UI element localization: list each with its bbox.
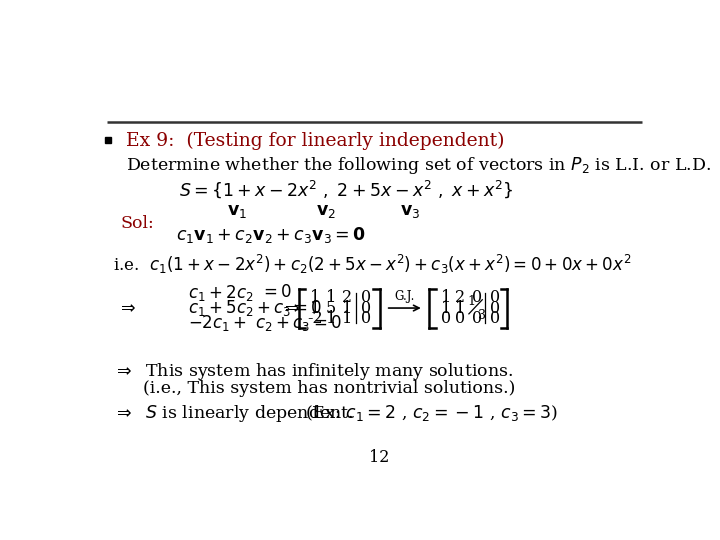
Text: 1: 1: [467, 295, 475, 308]
Text: $-2c_1+\ c_2+c_3=0$: $-2c_1+\ c_2+c_3=0$: [188, 313, 341, 333]
Text: 1: 1: [310, 300, 320, 316]
Text: $\Rightarrow$  This system has infinitely many solutions.: $\Rightarrow$ This system has infinitely…: [114, 361, 513, 382]
Text: 0: 0: [361, 289, 371, 306]
Text: $\Rightarrow$: $\Rightarrow$: [117, 300, 136, 316]
Text: $c_1+5c_2+c_3=0$: $c_1+5c_2+c_3=0$: [188, 298, 322, 318]
Text: $c_1+2c_2$: $c_1+2c_2$: [188, 282, 253, 302]
Text: 12: 12: [369, 449, 390, 466]
Text: -2: -2: [307, 310, 323, 327]
Text: $\mathbf{v}_3$: $\mathbf{v}_3$: [400, 202, 420, 220]
Text: 1: 1: [455, 300, 465, 316]
Text: 5: 5: [326, 300, 336, 316]
Text: (Ex: $c_1{=}2$ , $c_2{=}-1$ , $c_3{=}3$): (Ex: $c_1{=}2$ , $c_2{=}-1$ , $c_3{=}3$): [305, 403, 558, 423]
Text: $\Rightarrow$  $S$ is linearly dependent.: $\Rightarrow$ $S$ is linearly dependent.: [114, 403, 354, 424]
Text: 0: 0: [472, 310, 482, 327]
Text: Determine whether the following set of vectors in $P_2$ is L.I. or L.D.: Determine whether the following set of v…: [126, 155, 711, 176]
Text: 0: 0: [490, 300, 500, 316]
Text: $\Rightarrow$: $\Rightarrow$: [282, 300, 300, 316]
Text: 2: 2: [341, 289, 352, 306]
Text: $c_1\mathbf{v}_1+c_2\mathbf{v}_2+c_3\mathbf{v}_3 = \mathbf{0}$: $c_1\mathbf{v}_1+c_2\mathbf{v}_2+c_3\mat…: [176, 225, 366, 245]
Text: $=0$: $=0$: [260, 284, 292, 301]
Text: $\mathbf{v}_1$: $\mathbf{v}_1$: [227, 202, 247, 220]
Text: 1: 1: [441, 289, 451, 306]
Text: 1: 1: [341, 300, 352, 316]
Text: Ex 9:  (Testing for linearly independent): Ex 9: (Testing for linearly independent): [126, 131, 505, 150]
Text: 1: 1: [326, 289, 336, 306]
Text: 0: 0: [455, 310, 465, 327]
Text: Sol:: Sol:: [121, 215, 154, 232]
Text: 0: 0: [361, 300, 371, 316]
Text: G.J.: G.J.: [395, 290, 415, 303]
Text: 0: 0: [441, 310, 451, 327]
Text: $S = \{1+x - 2x^2\ ,\ 2+5x-x^2\ ,\ x+x^2\}$: $S = \{1+x - 2x^2\ ,\ 2+5x-x^2\ ,\ x+x^2…: [179, 179, 513, 200]
Text: i.e.  $c_1(1+x - 2x^2) + c_2(2+5x-x^2) + c_3(x+x^2) = 0+0x+0x^2$: i.e. $c_1(1+x - 2x^2) + c_2(2+5x-x^2) + …: [114, 253, 632, 276]
Text: 0: 0: [361, 310, 371, 327]
Text: 1: 1: [310, 289, 320, 306]
Text: $\mathbf{v}_2$: $\mathbf{v}_2$: [316, 202, 336, 220]
Text: 1: 1: [326, 310, 336, 327]
Text: 2: 2: [455, 289, 465, 306]
Text: 3: 3: [478, 309, 486, 322]
Text: 0: 0: [472, 289, 482, 306]
Text: 1: 1: [441, 300, 451, 316]
Text: 1: 1: [341, 310, 352, 327]
Text: 0: 0: [490, 289, 500, 306]
Text: (i.e., This system has nontrivial solutions.): (i.e., This system has nontrivial soluti…: [143, 380, 516, 397]
Text: 0: 0: [490, 310, 500, 327]
